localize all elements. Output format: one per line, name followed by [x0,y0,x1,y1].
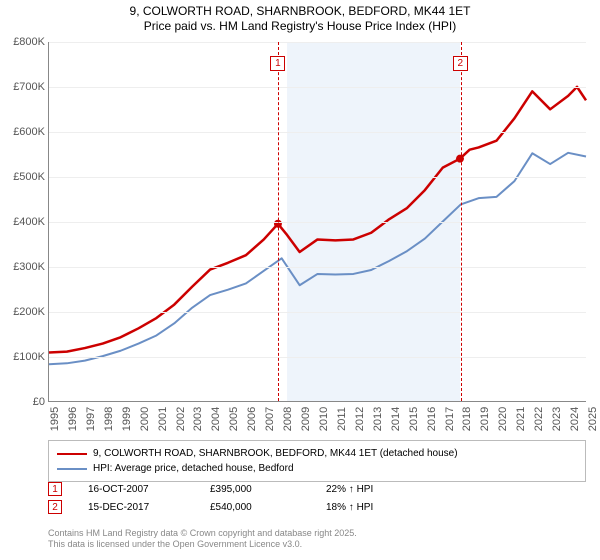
legend-row: 9, COLWORTH ROAD, SHARNBROOK, BEDFORD, M… [57,446,577,461]
copyright-block: Contains HM Land Registry data © Crown c… [48,528,357,551]
legend-row: HPI: Average price, detached house, Bedf… [57,461,577,476]
xtick-label: 2007 [264,407,276,431]
gridline-h [49,357,586,358]
annotation-price: £540,000 [210,502,300,513]
xtick-label: 2014 [390,407,402,431]
ytick-label: £400K [5,216,45,228]
legend-swatch [57,453,87,455]
plot-area: £0£100K£200K£300K£400K£500K£600K£700K£80… [48,42,586,402]
chart-title-line2: Price paid vs. HM Land Registry's House … [0,19,600,34]
annotation-table: 1 16-OCT-2007 £395,000 22% ↑ HPI 2 15-DEC-201… [48,482,586,518]
annotation-date: 15-DEC-2017 [88,502,184,513]
annotation-price: £395,000 [210,484,300,495]
annotation-row: 2 15-DEC-2017 £540,000 18% ↑ HPI [48,500,586,514]
ytick-label: £300K [5,261,45,273]
copyright-line1: Contains HM Land Registry data © Crown c… [48,528,357,539]
legend-box: 9, COLWORTH ROAD, SHARNBROOK, BEDFORD, M… [48,440,586,482]
chart-title-line1: 9, COLWORTH ROAD, SHARNBROOK, BEDFORD, M… [0,4,600,19]
gridline-h [49,222,586,223]
gridline-h [49,312,586,313]
annotation-marker: 1 [270,56,285,71]
ytick-label: £700K [5,81,45,93]
xtick-label: 1998 [103,407,115,431]
xtick-label: 2023 [551,407,563,431]
xtick-label: 2005 [228,407,240,431]
xtick-label: 2003 [192,407,204,431]
xtick-label: 2002 [175,407,187,431]
xtick-label: 2016 [426,407,438,431]
ytick-label: £100K [5,351,45,363]
xtick-label: 2012 [354,407,366,431]
gridline-h [49,177,586,178]
copyright-line2: This data is licensed under the Open Gov… [48,539,357,550]
xtick-label: 2022 [533,407,545,431]
gridline-h [49,42,586,43]
ytick-label: £500K [5,171,45,183]
gridline-h [49,267,586,268]
xtick-label: 2024 [569,407,581,431]
xtick-label: 2020 [497,407,509,431]
xtick-label: 2019 [479,407,491,431]
xtick-label: 2025 [587,407,599,431]
xtick-label: 2017 [444,407,456,431]
ytick-label: £800K [5,36,45,48]
xtick-label: 1997 [85,407,97,431]
chart-container: 9, COLWORTH ROAD, SHARNBROOK, BEDFORD, M… [0,0,600,560]
annotation-row: 1 16-OCT-2007 £395,000 22% ↑ HPI [48,482,586,496]
annotation-marker: 2 [453,56,468,71]
annotation-number-icon: 1 [48,482,62,496]
legend-swatch [57,468,87,470]
xtick-label: 2011 [336,407,348,431]
annotation-diff: 22% ↑ HPI [326,484,373,495]
xtick-label: 2013 [372,407,384,431]
xtick-label: 2018 [461,407,473,431]
xtick-label: 2010 [318,407,330,431]
annotation-line [461,42,462,401]
xtick-label: 2004 [210,407,222,431]
xtick-label: 1999 [121,407,133,431]
xtick-label: 2015 [408,407,420,431]
ytick-label: £600K [5,126,45,138]
chart-title-block: 9, COLWORTH ROAD, SHARNBROOK, BEDFORD, M… [0,0,600,36]
ytick-label: £200K [5,306,45,318]
legend-label: 9, COLWORTH ROAD, SHARNBROOK, BEDFORD, M… [93,446,458,461]
annotation-diff: 18% ↑ HPI [326,502,373,513]
gridline-h [49,87,586,88]
xtick-label: 2021 [515,407,527,431]
annotation-number-icon: 2 [48,500,62,514]
xtick-label: 2001 [157,407,169,431]
xtick-label: 2008 [282,407,294,431]
legend-label: HPI: Average price, detached house, Bedf… [93,461,294,476]
xtick-label: 1996 [67,407,79,431]
ytick-label: £0 [5,396,45,408]
xtick-label: 1995 [49,407,61,431]
xtick-label: 2000 [139,407,151,431]
annotation-date: 16-OCT-2007 [88,484,184,495]
gridline-h [49,132,586,133]
xtick-label: 2006 [246,407,258,431]
xtick-label: 2009 [300,407,312,431]
annotation-line [278,42,279,401]
